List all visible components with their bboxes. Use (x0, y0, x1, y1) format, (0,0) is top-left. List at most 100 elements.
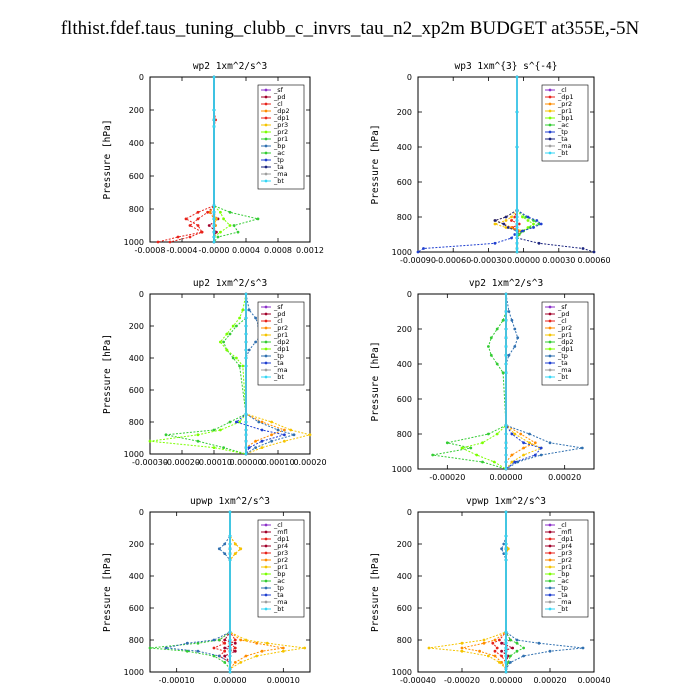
legend-marker (264, 361, 268, 365)
y-tick-label: 0 (407, 290, 412, 299)
data-point (235, 356, 238, 360)
data-point (260, 439, 264, 443)
legend-marker (548, 544, 552, 548)
data-point (511, 646, 514, 650)
data-point (532, 222, 535, 226)
legend-marker (264, 305, 268, 309)
data-point (196, 433, 200, 437)
legend-label: _tp (557, 352, 568, 360)
series-line-ac (516, 77, 541, 252)
data-point (515, 250, 519, 254)
data-point (244, 308, 248, 312)
panel-title: wp3 1xm^{3} s^{-4} (455, 61, 558, 72)
data-point (219, 210, 222, 214)
data-point (513, 327, 517, 331)
data-point (504, 336, 508, 340)
legend-label: _dp1 (557, 535, 574, 543)
data-point (212, 646, 216, 650)
legend-label: _pr3 (557, 549, 572, 557)
data-point (460, 646, 464, 650)
data-point (427, 646, 431, 650)
legend-label: _sf (273, 86, 284, 94)
x-tick-label: -0.00010 (196, 458, 232, 467)
data-point (228, 630, 232, 634)
data-point (208, 210, 212, 214)
data-point (233, 661, 237, 664)
data-point (491, 641, 495, 645)
data-point (232, 224, 236, 227)
data-point (244, 452, 248, 456)
y-tick-label: 0 (407, 508, 412, 517)
data-point (515, 219, 519, 222)
data-point (212, 240, 216, 244)
legend-label: _dp1 (273, 535, 290, 543)
legend-label: _bt (273, 373, 284, 381)
data-point (504, 534, 508, 538)
legend-label: _bt (557, 149, 568, 157)
data-point (592, 250, 596, 254)
data-point (247, 446, 251, 449)
data-point (260, 420, 264, 424)
data-point (510, 432, 514, 436)
data-point (502, 542, 506, 546)
legend-label: _ma (273, 170, 288, 178)
data-point (228, 641, 232, 645)
data-point (509, 654, 512, 658)
y-axis-label: Pressure [hPa] (102, 334, 113, 414)
legend-marker (548, 130, 552, 134)
legend-label: _bt (557, 605, 568, 613)
data-point (539, 222, 543, 226)
data-point (223, 661, 227, 664)
data-point (500, 641, 503, 645)
y-tick-label: 800 (129, 418, 144, 427)
x-tick-label: 0.00000 (507, 256, 540, 265)
data-point (501, 318, 505, 322)
legend-marker (264, 151, 268, 155)
data-point (516, 336, 520, 340)
data-point (495, 362, 499, 366)
legend-label: _ta (557, 359, 568, 367)
data-point (216, 235, 220, 239)
legend-marker (264, 523, 268, 527)
legend-marker (548, 354, 552, 358)
y-tick-label: 200 (397, 325, 412, 334)
data-point (504, 423, 508, 427)
data-point (212, 217, 216, 221)
legend-marker (548, 593, 552, 597)
legend-label: _cl (557, 86, 567, 94)
data-point (500, 654, 503, 658)
legend-label: _bt (557, 373, 568, 381)
legend-marker (264, 586, 268, 590)
data-point (256, 217, 260, 221)
data-point (164, 646, 168, 650)
data-point (533, 453, 537, 457)
y-tick-label: 600 (397, 395, 412, 404)
legend-marker (548, 95, 552, 99)
legend-label: _dp2 (557, 338, 574, 346)
legend-label: _pr3 (273, 549, 288, 557)
y-axis-label: Pressure [hPa] (102, 552, 113, 632)
data-point (502, 552, 506, 555)
data-point (270, 420, 273, 424)
legend-label: _pr1 (557, 563, 572, 571)
data-point (212, 108, 216, 112)
legend-marker (548, 586, 552, 590)
legend-label: _ac (273, 577, 285, 585)
data-point (228, 510, 232, 514)
data-point (519, 432, 523, 436)
data-point (244, 433, 248, 437)
data-point (196, 641, 200, 645)
data-point (504, 441, 508, 445)
legend-label: _pd (557, 310, 570, 318)
data-point (504, 292, 508, 296)
data-point (303, 646, 307, 650)
series-line-tp (245, 293, 296, 455)
legend-marker (548, 361, 552, 365)
legend-marker (264, 368, 268, 372)
data-point (200, 230, 204, 234)
legend-label: _cl (273, 317, 283, 325)
legend-marker (264, 354, 268, 358)
y-tick-label: 400 (397, 360, 412, 369)
data-point (581, 646, 585, 650)
legend-marker (548, 88, 552, 92)
